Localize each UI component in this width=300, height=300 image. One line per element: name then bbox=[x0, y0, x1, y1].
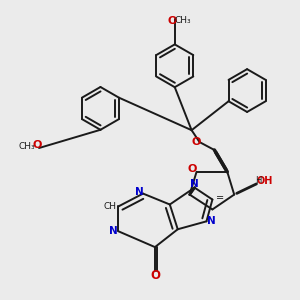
Text: =: = bbox=[216, 193, 224, 203]
Text: O: O bbox=[188, 164, 197, 174]
Text: N: N bbox=[190, 179, 199, 189]
Text: CH: CH bbox=[103, 202, 116, 211]
Text: OH: OH bbox=[257, 176, 273, 186]
Text: CH₃: CH₃ bbox=[18, 142, 35, 151]
Text: O: O bbox=[150, 269, 160, 282]
Text: N: N bbox=[135, 187, 144, 197]
Text: O: O bbox=[192, 137, 201, 147]
Text: O: O bbox=[167, 16, 176, 26]
Text: N: N bbox=[207, 216, 216, 226]
Text: CH₃: CH₃ bbox=[175, 16, 191, 25]
Text: N: N bbox=[110, 226, 118, 236]
Text: O: O bbox=[33, 140, 42, 150]
Text: H: H bbox=[255, 176, 262, 185]
